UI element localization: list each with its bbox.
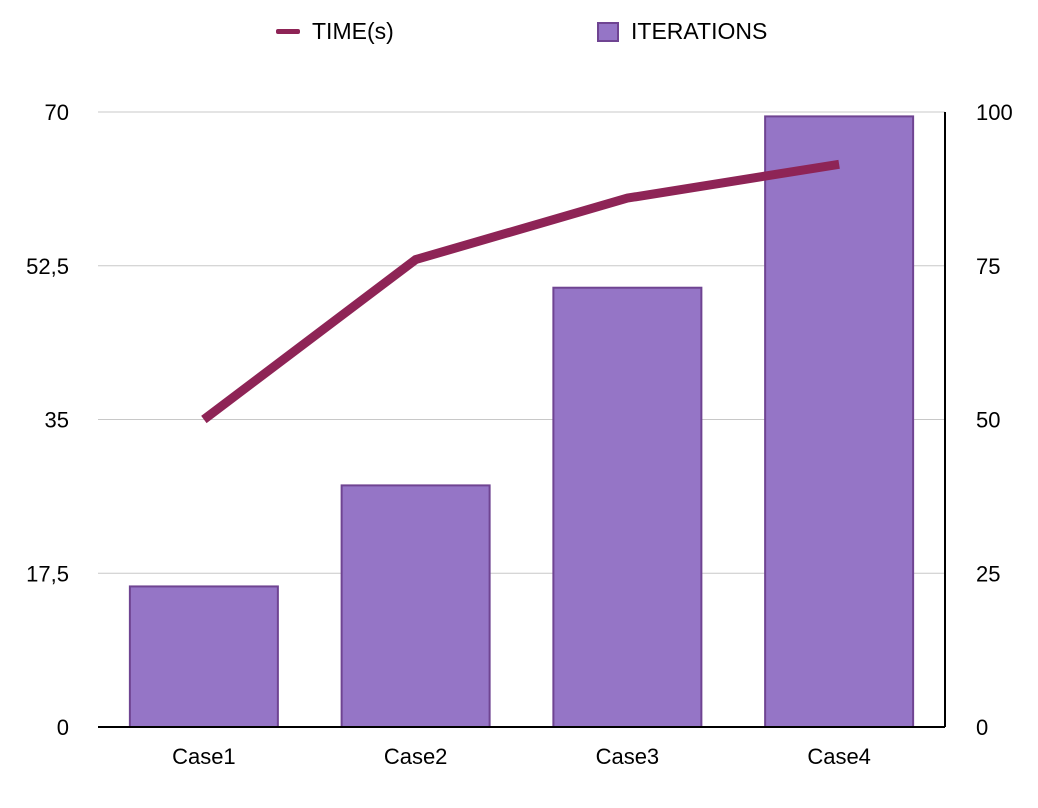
y-left-tick-label: 70 <box>45 100 69 125</box>
y-left-tick-label: 17,5 <box>26 561 69 586</box>
time-line <box>201 159 840 424</box>
legend-iterations-label: ITERATIONS <box>631 18 768 44</box>
x-tick-label: Case2 <box>384 744 448 769</box>
y-left-tick-label: 0 <box>57 715 69 740</box>
legend-time-swatch <box>276 29 300 34</box>
x-tick-label: Case4 <box>807 744 871 769</box>
bar-case1 <box>128 585 279 729</box>
legend-item-time: TIME(s) <box>276 18 394 45</box>
bar-case4 <box>764 115 915 728</box>
y-left-tick-label: 35 <box>45 408 69 433</box>
bar-case3 <box>552 286 703 728</box>
chart-legend: TIME(s) ITERATIONS <box>0 18 1038 50</box>
y-right-tick-label: 0 <box>976 715 988 740</box>
y-right-tick-label: 75 <box>976 254 1000 279</box>
legend-item-iterations: ITERATIONS <box>597 18 767 45</box>
x-tick-label: Case3 <box>596 744 660 769</box>
y-right-tick-label: 25 <box>976 561 1000 586</box>
y-left-tick-label: 52,5 <box>26 254 69 279</box>
y-right-tick-label: 50 <box>976 408 1000 433</box>
legend-iterations-swatch <box>597 21 619 42</box>
y-right-tick-label: 100 <box>976 100 1013 125</box>
legend-time-label: TIME(s) <box>312 18 394 44</box>
bar-case2 <box>340 484 491 728</box>
x-tick-label: Case1 <box>172 744 236 769</box>
